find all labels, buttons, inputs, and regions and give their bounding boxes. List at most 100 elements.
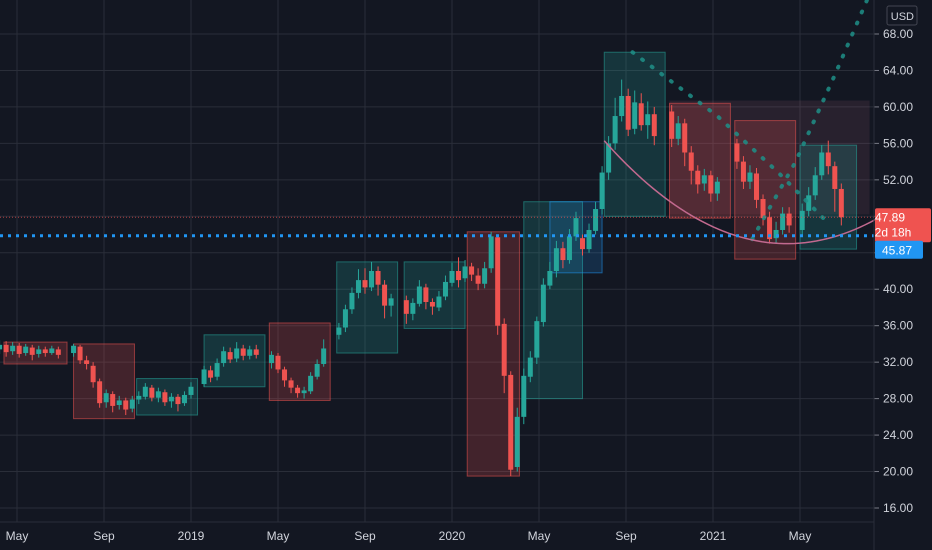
candle-body [155, 391, 161, 398]
x-tick-label: 2019 [178, 529, 205, 543]
candle-body [429, 301, 435, 307]
candle-body [188, 386, 194, 395]
candle-body [547, 271, 553, 286]
y-tick-label: 56.00 [883, 136, 913, 150]
x-tick-label: 2021 [700, 529, 727, 543]
candle-body [336, 327, 342, 335]
candle-body [651, 114, 657, 137]
y-tick-label: 52.00 [883, 173, 913, 187]
candle-body [295, 387, 301, 394]
y-tick-label: 28.00 [883, 392, 913, 406]
x-tick-label: May [6, 529, 29, 543]
candle-body [553, 248, 559, 271]
candle-body [227, 352, 233, 360]
support-price-value: 45.87 [882, 244, 912, 258]
candle-body [129, 399, 135, 409]
candle-body [469, 266, 475, 275]
last-price-value: 47.89 [875, 210, 905, 224]
monthly-range-boxes [3, 51, 870, 477]
candle-body [527, 357, 533, 377]
candle-body [767, 217, 773, 240]
candle-body [149, 387, 155, 398]
candle-body [593, 209, 599, 231]
candle-body [382, 284, 388, 306]
candle-body [369, 271, 375, 288]
candle-body [308, 375, 314, 392]
chart-overlays [0, 0, 888, 245]
candle-body [632, 102, 638, 129]
candle-body [688, 152, 694, 171]
candle-body [10, 345, 16, 352]
candle-body [84, 360, 90, 364]
candle-body [612, 116, 618, 144]
candle-body [175, 396, 181, 405]
candle-body [442, 281, 448, 297]
candle-body [71, 345, 77, 354]
grid-lines [0, 0, 874, 522]
candle-body [714, 181, 720, 194]
x-tick-label: May [789, 529, 812, 543]
monthly-box [403, 261, 466, 329]
candle-body [599, 172, 605, 210]
candle-body [214, 363, 220, 377]
candle-body [645, 114, 651, 126]
candle-body [301, 390, 307, 394]
candle-body [168, 396, 174, 402]
candle-body [838, 188, 844, 218]
candle-body [42, 349, 48, 354]
candle-body [116, 400, 122, 405]
candle-body [462, 266, 468, 279]
candle-body [501, 323, 507, 376]
support-price-tag [875, 240, 923, 259]
candle-body [416, 286, 422, 304]
shaded-zone [669, 100, 870, 215]
candle-body [36, 349, 42, 354]
candle-body [812, 175, 818, 196]
last-price-tag [875, 208, 931, 243]
candle-body [0, 344, 3, 350]
candle-body [560, 248, 566, 261]
y-tick-label: 68.00 [883, 27, 913, 41]
candle-body [566, 236, 572, 261]
x-tick-label: Sep [354, 529, 376, 543]
candle-body [780, 213, 786, 230]
candle-body [488, 236, 494, 269]
candle-body [282, 369, 288, 381]
candle-body [136, 395, 142, 400]
candle-body [288, 380, 294, 388]
candle-body [708, 175, 714, 194]
candle-body [682, 123, 688, 153]
candle-body [349, 292, 355, 310]
x-tick-label: Sep [93, 529, 115, 543]
x-tick-label: Sep [615, 529, 637, 543]
candle-body [3, 344, 9, 353]
candle-body [669, 111, 675, 139]
candle-body [825, 152, 831, 167]
candle-body [586, 229, 592, 250]
candle-body [55, 349, 61, 355]
candle-body [388, 298, 394, 306]
candle-body [799, 210, 805, 230]
candle-body [208, 370, 214, 378]
candle-body [514, 416, 520, 467]
y-tick-label: 24.00 [883, 428, 913, 442]
candle-body [234, 348, 240, 359]
y-tick-label: 60.00 [883, 100, 913, 114]
candle-body [362, 280, 368, 288]
x-tick-label: May [267, 529, 290, 543]
candle-body [534, 321, 540, 358]
monthly-box [203, 334, 266, 388]
candle-body [482, 268, 488, 284]
currency-label: USD [891, 11, 914, 23]
candle-body [97, 381, 103, 404]
candle-body [268, 354, 274, 364]
candle-body [754, 173, 759, 200]
candle-body [606, 143, 612, 173]
candle-body [521, 375, 527, 417]
candle-body [240, 348, 246, 356]
rounding-bottom-arc [603, 140, 888, 245]
candle-body [638, 103, 644, 126]
candle-body [181, 394, 187, 404]
